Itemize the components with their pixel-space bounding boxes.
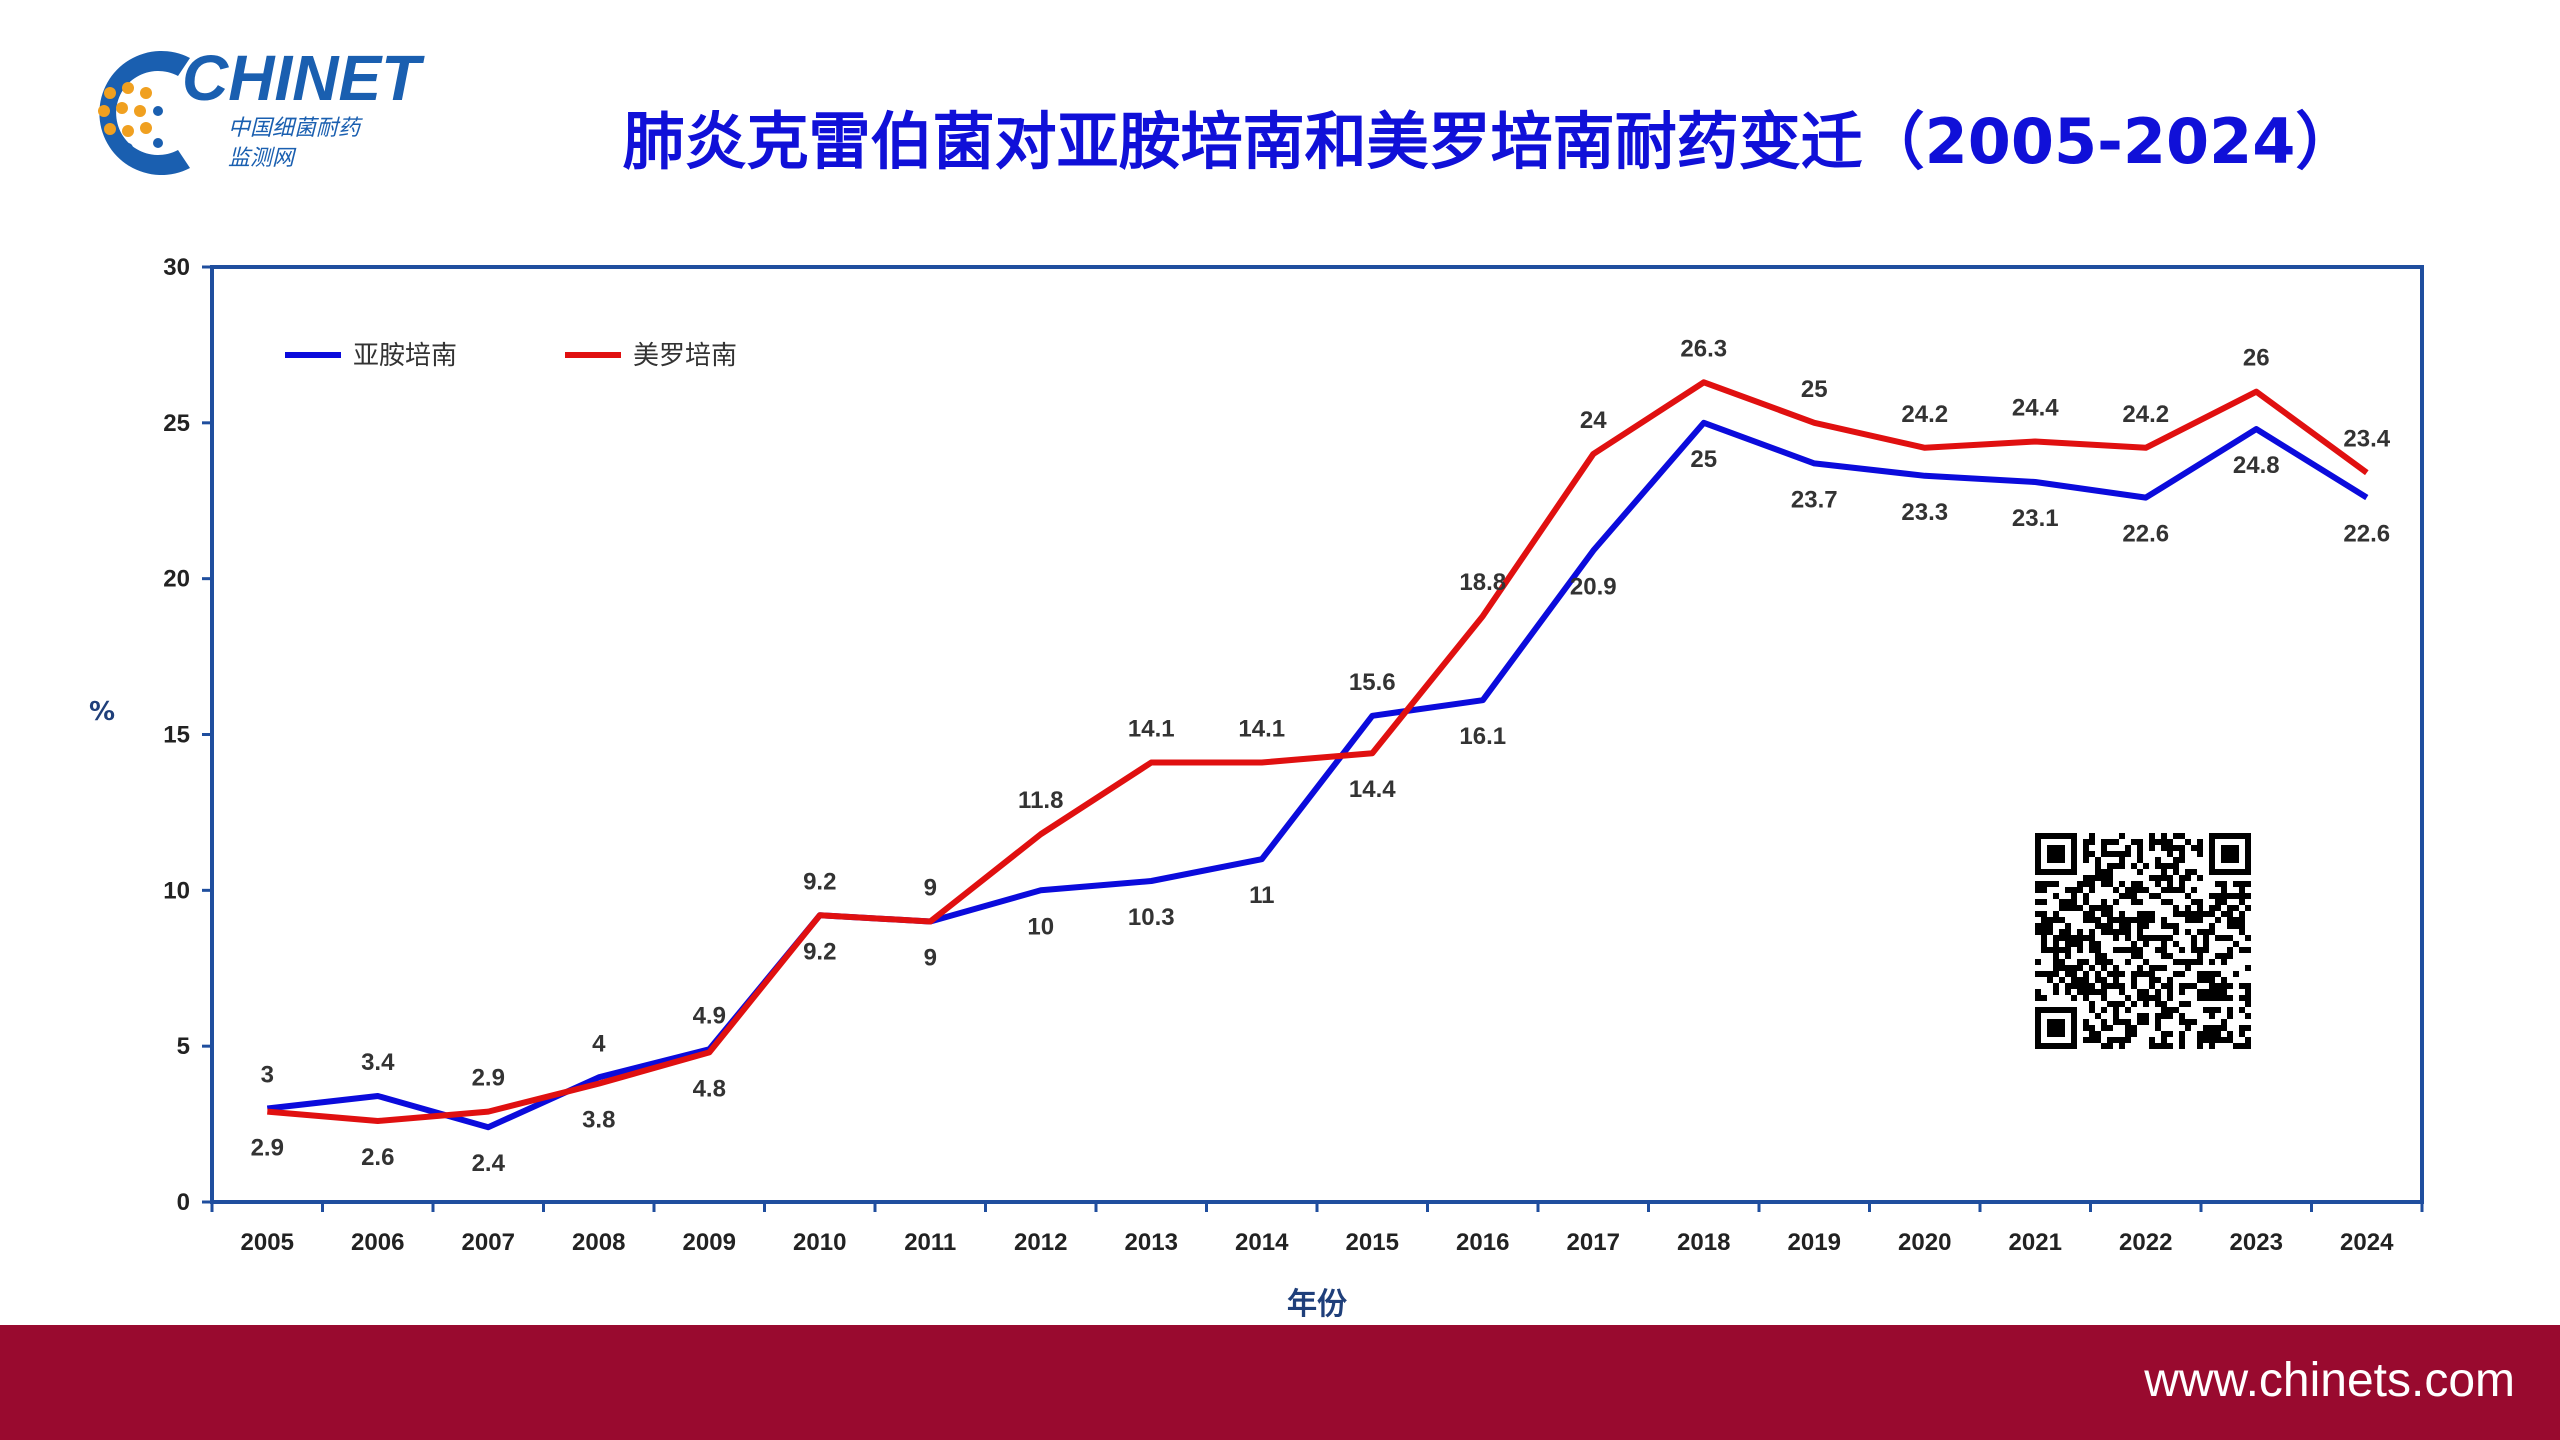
series-line-1	[267, 379, 2369, 1124]
data-label: 20.9	[1570, 574, 1617, 601]
y-axis-label: %	[89, 697, 115, 727]
data-label: 15.6	[1349, 669, 1396, 696]
chinet-logo: CHINET 中国细菌耐药 监测网	[98, 42, 425, 175]
data-label: 4	[592, 1030, 606, 1057]
data-label: 16.1	[1459, 723, 1506, 750]
data-label: 23.7	[1791, 486, 1838, 513]
x-tick-label: 2012	[1014, 1229, 1067, 1256]
qr-finder	[2047, 845, 2065, 863]
x-tick-label: 2010	[793, 1229, 846, 1256]
y-tick-label: 0	[177, 1189, 190, 1216]
data-label: 4.8	[693, 1075, 726, 1102]
data-label: 14.4	[1349, 776, 1396, 803]
series-line-0	[266, 419, 2369, 1131]
data-label: 23.4	[2343, 426, 2390, 453]
data-label: 22.6	[2343, 521, 2390, 548]
data-label: 11.8	[1018, 787, 1063, 814]
slide-title: 肺炎克雷伯菌对亚胺培南和美罗培南耐药变迁（2005-2024）	[622, 105, 2358, 178]
x-tick-label: 2011	[904, 1229, 956, 1256]
x-tick-label: 2022	[2119, 1229, 2172, 1256]
x-tick-label: 2016	[1456, 1229, 1509, 1256]
x-tick-label: 2014	[1235, 1229, 1289, 1256]
logo-subtitle-line1: 中国细菌耐药	[228, 116, 363, 141]
data-label: 3.8	[582, 1107, 615, 1134]
x-tick-label: 2023	[2230, 1229, 2283, 1256]
data-label: 2.9	[251, 1135, 284, 1162]
data-label: 9	[924, 945, 937, 972]
data-label: 25	[1801, 376, 1828, 403]
x-tick-label: 2007	[462, 1229, 515, 1256]
x-tick-label: 2017	[1567, 1229, 1620, 1256]
x-tick-label: 2005	[241, 1229, 294, 1256]
data-label: 24.2	[1901, 401, 1948, 428]
legend-label-0: 亚胺培南	[353, 341, 457, 371]
data-label: 2.6	[361, 1144, 394, 1171]
y-tick-label: 5	[177, 1033, 190, 1060]
x-tick-label: 2015	[1346, 1229, 1399, 1256]
data-label: 24.2	[2122, 401, 2169, 428]
data-label: 25	[1690, 446, 1717, 473]
logo-name: CHINET	[182, 42, 425, 114]
line-chart: 0 5 10 15 20 25 30 2005 2006 2007 2008 2009 2010 2011…	[89, 254, 2424, 1322]
y-tick-label: 20	[163, 566, 190, 593]
data-label: 23.1	[2012, 505, 2059, 532]
x-tick-label: 2006	[351, 1229, 404, 1256]
x-tick-label: 2019	[1788, 1229, 1841, 1256]
x-tick-label: 2013	[1125, 1229, 1178, 1256]
data-label: 9	[924, 875, 937, 902]
data-label: 14.1	[1238, 716, 1285, 743]
data-label: 26	[2243, 345, 2270, 372]
data-label: 24.8	[2233, 452, 2280, 479]
footer-bar: www.chinets.com	[0, 1325, 2560, 1440]
y-tick-label: 10	[163, 877, 190, 904]
data-label: 10	[1027, 913, 1054, 940]
logo-subtitle-line2: 监测网	[228, 146, 297, 171]
data-label: 3	[261, 1062, 274, 1089]
data-label: 26.3	[1680, 335, 1727, 362]
data-label: 2.4	[472, 1150, 506, 1177]
logo-emblem-icon	[98, 50, 190, 175]
data-label: 9.2	[803, 938, 836, 965]
data-label: 11	[1249, 882, 1274, 909]
data-label: 9.2	[803, 868, 836, 895]
plot-frame	[210, 265, 2424, 1204]
data-label: 2.9	[472, 1065, 505, 1092]
x-tick-label: 2024	[2340, 1229, 2394, 1256]
data-label: 22.6	[2122, 521, 2169, 548]
x-tick-label: 2008	[572, 1229, 625, 1256]
data-label: 24	[1580, 407, 1607, 434]
qr-finder	[2221, 845, 2239, 863]
data-label: 23.3	[1901, 499, 1948, 526]
y-tick-label: 15	[163, 722, 190, 749]
qr-modules	[2035, 833, 2251, 1049]
x-tick-label: 2009	[683, 1229, 736, 1256]
data-label: 14.1	[1128, 716, 1175, 743]
legend-label-1: 美罗培南	[633, 341, 737, 371]
y-tick-label: 25	[163, 410, 190, 437]
x-tick-label: 2020	[1898, 1229, 1951, 1256]
qr-code-icon	[2035, 833, 2251, 1049]
data-label: 24.4	[2012, 395, 2059, 422]
footer-url[interactable]: www.chinets.com	[2144, 1354, 2515, 1407]
y-tick-label: 30	[163, 254, 190, 281]
data-label: 18.8	[1459, 569, 1506, 596]
qr-finder	[2047, 1019, 2065, 1037]
x-tick-label: 2018	[1677, 1229, 1730, 1256]
data-label: 10.3	[1128, 904, 1175, 931]
data-label: 4.9	[693, 1002, 726, 1029]
x-tick-label: 2021	[2009, 1229, 2062, 1256]
data-label: 3.4	[361, 1049, 395, 1076]
x-axis-label: 年份	[1287, 1287, 1347, 1322]
